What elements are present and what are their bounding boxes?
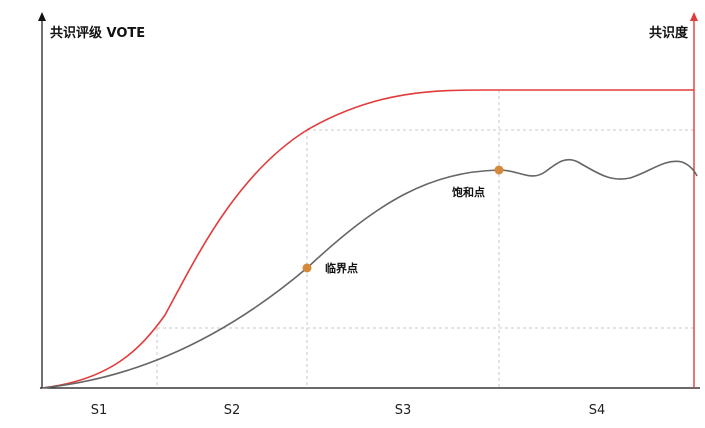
critical-point-label: 临界点 [325, 261, 358, 275]
right-axis-title: 共识度 [649, 25, 689, 41]
saturation-point-marker [494, 165, 504, 175]
guide-lines [156, 90, 694, 388]
gray-vote-curve [41, 158, 698, 389]
left-axis-title: 共识评级 VOTE [50, 25, 145, 41]
red-consensus-curve [41, 89, 694, 389]
left-axis-arrow-icon [38, 12, 46, 21]
stage-label-s1: S1 [91, 403, 108, 418]
right-axis-arrow-icon [690, 12, 698, 21]
stage-label-s2: S2 [224, 403, 241, 418]
stage-label-s3: S3 [395, 403, 412, 418]
critical-point-marker [302, 263, 312, 273]
saturation-point-label: 饱和点 [452, 185, 485, 199]
stage-label-s4: S4 [589, 403, 606, 418]
